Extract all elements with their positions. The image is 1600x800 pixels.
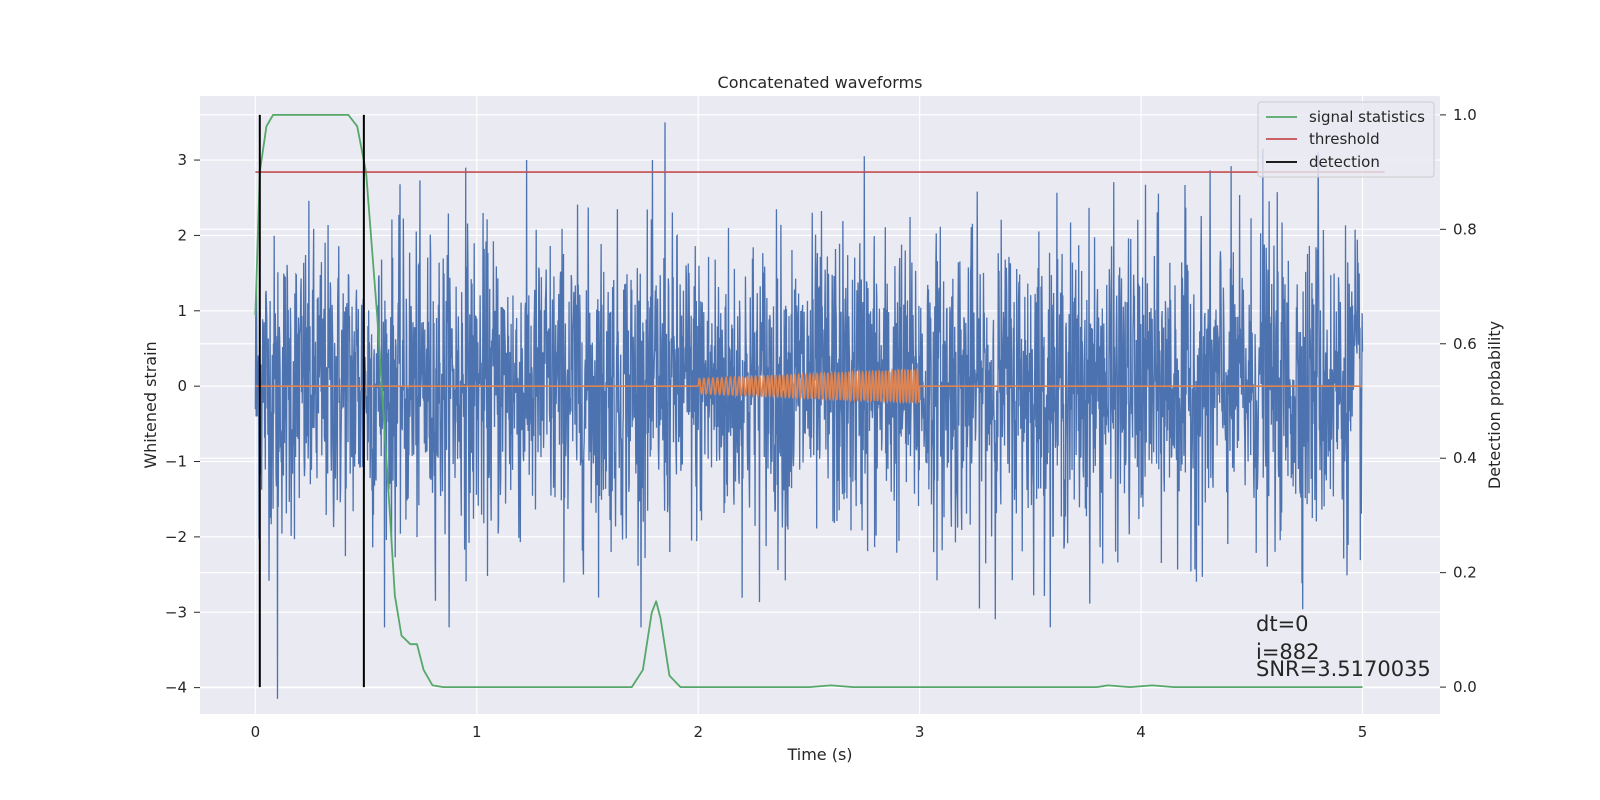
y-axis-ticks: −4 −3 −2 −1 0 1 2 3 xyxy=(165,151,200,697)
x-tick-label: 2 xyxy=(693,723,703,741)
y-right-tick-label: 1.0 xyxy=(1453,106,1477,124)
y-tick-label: −2 xyxy=(165,528,187,546)
legend-box xyxy=(1257,101,1435,178)
series-line-signal-statistics xyxy=(254,113,1363,689)
series-line-chirp xyxy=(255,367,1363,405)
y-tick-label: −3 xyxy=(165,603,187,621)
y-right-tick-label: 0.8 xyxy=(1453,220,1477,238)
y-right-axis-ticks: 0.0 0.2 0.4 0.6 0.8 1.0 xyxy=(1440,106,1477,696)
series-detection-lines xyxy=(258,114,365,688)
chart-title: Concatenated waveforms xyxy=(718,73,923,92)
annotation-dt: dt=0 xyxy=(1256,612,1309,636)
y-right-tick-label: 0.6 xyxy=(1453,335,1477,353)
y-tick-label: 1 xyxy=(177,302,187,320)
y-tick-label: 3 xyxy=(177,151,187,169)
y-right-tick-label: 0.2 xyxy=(1453,564,1477,582)
x-axis-label: Time (s) xyxy=(786,745,852,764)
y-tick-label: 2 xyxy=(177,226,187,244)
y-right-tick-label: 0.4 xyxy=(1453,449,1477,467)
x-tick-label: 0 xyxy=(251,723,261,741)
x-tick-label: 4 xyxy=(1136,723,1146,741)
legend-label-threshold: threshold xyxy=(1309,130,1380,148)
legend-label-detection: detection xyxy=(1309,153,1380,171)
annotation-i: i=882 xyxy=(1256,640,1320,664)
x-tick-label: 3 xyxy=(915,723,925,741)
x-tick-label: 1 xyxy=(472,723,482,741)
y-right-tick-label: 0.0 xyxy=(1453,678,1477,696)
annotation-snr: SNR=3.5170035 xyxy=(1256,657,1431,681)
y-tick-label: 0 xyxy=(177,377,187,395)
x-axis-ticks: 0 1 2 3 4 5 xyxy=(251,723,1368,741)
y-tick-label: −4 xyxy=(165,679,187,697)
x-tick-label: 5 xyxy=(1358,723,1368,741)
y-tick-label: −1 xyxy=(165,453,187,471)
legend-label-signal-statistics: signal statistics xyxy=(1309,108,1425,126)
legend: signal statistics threshold detection xyxy=(1257,101,1435,178)
y-right-axis-label: Detection probability xyxy=(1485,321,1504,489)
y-axis-label: Whitened strain xyxy=(141,341,160,468)
